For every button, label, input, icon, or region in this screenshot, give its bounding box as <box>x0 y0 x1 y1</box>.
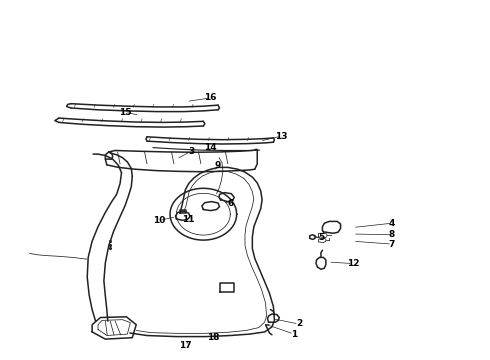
Text: 9: 9 <box>215 161 221 170</box>
Text: 11: 11 <box>182 215 195 224</box>
Text: 14: 14 <box>204 143 217 152</box>
Text: 15: 15 <box>119 108 131 117</box>
Text: 18: 18 <box>207 333 220 342</box>
Text: 7: 7 <box>389 240 395 248</box>
Text: 5: 5 <box>318 233 324 242</box>
Text: 8: 8 <box>389 230 395 239</box>
Text: 16: 16 <box>204 94 217 102</box>
Text: 1: 1 <box>291 330 297 338</box>
Text: 17: 17 <box>179 341 192 350</box>
Text: 6: 6 <box>227 199 233 208</box>
Text: 12: 12 <box>346 259 359 268</box>
Text: 10: 10 <box>153 216 166 225</box>
Text: 13: 13 <box>275 132 288 140</box>
Text: 3: 3 <box>188 147 194 156</box>
Text: 4: 4 <box>389 219 395 228</box>
Text: 2: 2 <box>296 320 302 328</box>
